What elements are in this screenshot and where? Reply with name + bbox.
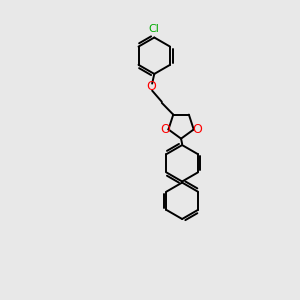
Text: O: O (146, 80, 156, 93)
Text: Cl: Cl (149, 24, 160, 34)
Text: O: O (192, 123, 202, 136)
Text: O: O (160, 123, 170, 136)
